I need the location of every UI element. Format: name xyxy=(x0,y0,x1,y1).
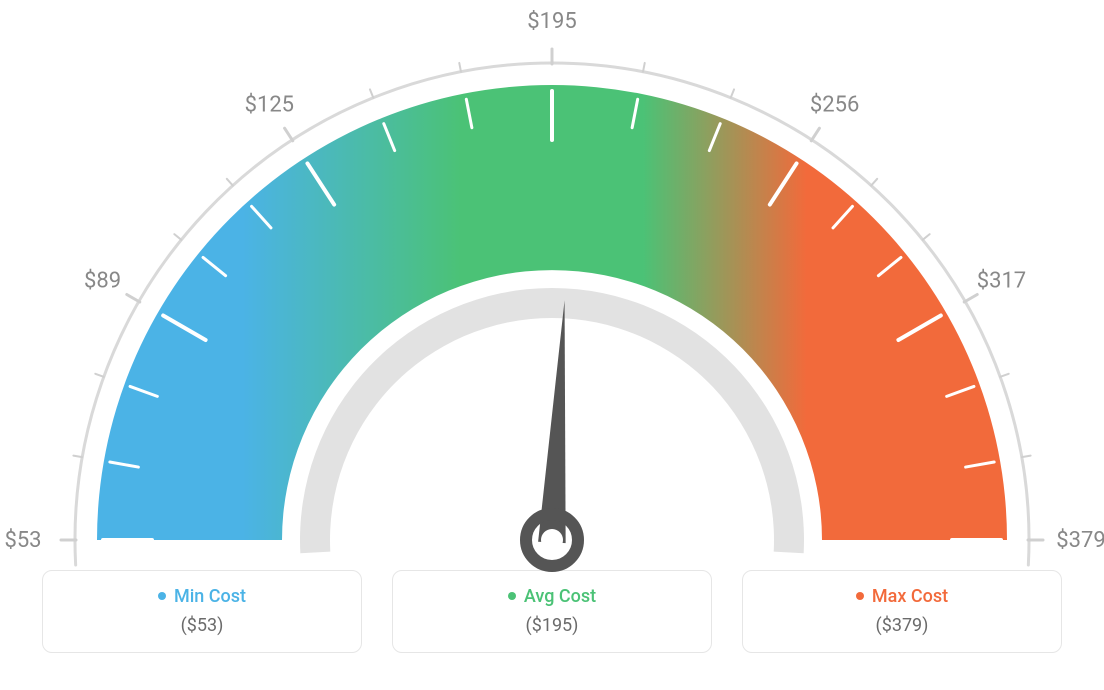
legend-value-min: ($53) xyxy=(43,615,361,636)
cost-gauge-chart: $53 $89 $125 $195 $256 $317 $379 Min Cost ($53… xyxy=(0,0,1104,690)
legend-dot-avg xyxy=(508,592,516,600)
gauge-area: $53 $89 $125 $195 $256 $317 $379 xyxy=(0,0,1104,570)
legend-label-avg: Avg Cost xyxy=(508,586,596,607)
legend-label-min: Min Cost xyxy=(158,586,246,607)
legend-dot-max xyxy=(856,592,864,600)
gauge-svg: $53 $89 $125 $195 $256 $317 $379 xyxy=(0,10,1104,580)
legend-value-avg: ($195) xyxy=(393,615,711,636)
legend-text-max: Max Cost xyxy=(872,586,948,607)
legend-row: Min Cost ($53) Avg Cost ($195) Max Cost … xyxy=(0,570,1104,673)
legend-dot-min xyxy=(158,592,166,600)
gauge-tick-label: $89 xyxy=(84,269,121,294)
gauge-tick-label: $195 xyxy=(527,10,576,34)
legend-label-max: Max Cost xyxy=(856,586,948,607)
legend-value-max: ($379) xyxy=(743,615,1061,636)
gauge-tick-label: $256 xyxy=(810,93,859,118)
gauge-group: $53 $89 $125 $195 $256 $317 $379 xyxy=(4,10,1104,566)
gauge-tick-label: $53 xyxy=(4,528,41,553)
gauge-tick-label: $125 xyxy=(245,93,294,118)
legend-card-min: Min Cost ($53) xyxy=(42,570,362,653)
gauge-tick-label: $379 xyxy=(1056,528,1104,553)
legend-card-max: Max Cost ($379) xyxy=(742,570,1062,653)
legend-card-avg: Avg Cost ($195) xyxy=(392,570,712,653)
legend-text-min: Min Cost xyxy=(174,586,246,607)
legend-text-avg: Avg Cost xyxy=(524,586,596,607)
gauge-tick-label: $317 xyxy=(977,269,1026,294)
